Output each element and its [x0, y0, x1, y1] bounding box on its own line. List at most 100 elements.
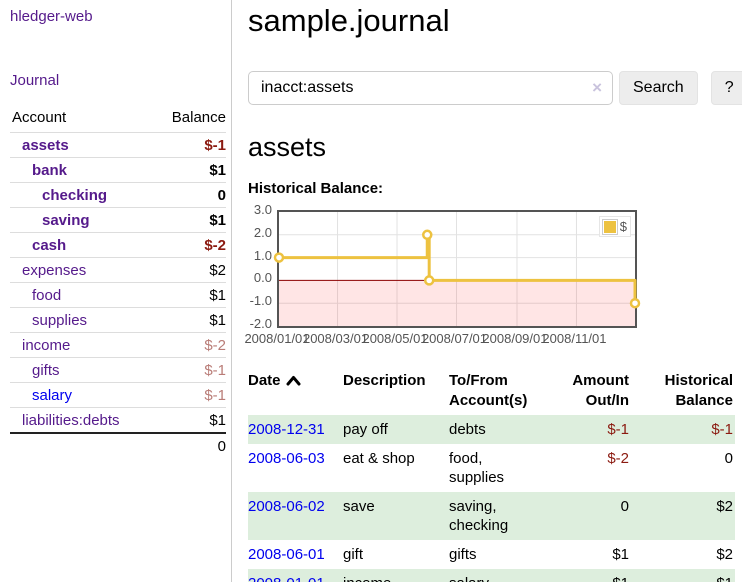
x-tick-label: 2008/01/01	[244, 331, 310, 346]
account-balance: $-1	[204, 361, 226, 379]
register-row: 2008-06-02 save saving, checking 0 $2	[248, 492, 735, 540]
account-balance: $1	[209, 161, 226, 179]
accounts-total-value: 0	[217, 437, 226, 455]
balance-column-header: Balance	[171, 109, 226, 126]
account-link[interactable]: cash	[32, 236, 67, 254]
account-link[interactable]: expenses	[22, 261, 87, 279]
x-tick-label: 2008/09/01	[482, 331, 548, 346]
chart-svg	[273, 212, 641, 326]
sidebar-item-journal[interactable]: Journal	[10, 72, 60, 89]
account-row: income $-2	[10, 332, 226, 357]
account-row: gifts $-1	[10, 357, 226, 382]
x-tick-label: 2008/03/01	[302, 331, 369, 346]
account-link[interactable]: income	[22, 336, 71, 354]
balance-column-header: Historical Balance	[664, 372, 733, 409]
accounts-table: Account Balance assets $-1 bank $1 check…	[10, 106, 226, 458]
date-column-header[interactable]: Date	[248, 368, 343, 415]
account-balance: $1	[209, 286, 226, 304]
account-heading: assets	[248, 132, 327, 162]
register-amount: $1	[549, 569, 637, 582]
register-amount: $1	[612, 546, 629, 563]
main-content: sample.journal × Search ? assets Histori…	[244, 0, 742, 582]
register-accounts: food, supplies	[449, 450, 505, 486]
account-row: cash $-2	[10, 232, 226, 257]
account-row: assets $-1	[10, 132, 226, 157]
account-link[interactable]: assets	[22, 136, 69, 154]
account-row: salary $-1	[10, 382, 226, 407]
legend-label: $	[619, 219, 627, 234]
account-link[interactable]: saving	[42, 211, 90, 229]
register-accounts: saving, checking	[449, 492, 549, 540]
register-balance: $2	[716, 546, 733, 563]
y-tick-label: 0.0	[253, 270, 272, 286]
account-link[interactable]: gifts	[32, 361, 60, 379]
account-link[interactable]: supplies	[32, 311, 88, 329]
register-accounts: gifts	[449, 546, 477, 563]
y-tick-label: -1.0	[249, 293, 272, 309]
description-column-header: Description	[343, 372, 426, 389]
register-row: 2008-06-03 eat & shop food, supplies $-2…	[248, 444, 735, 492]
chart-title: Historical Balance:	[248, 180, 384, 197]
register-description: pay off	[343, 415, 449, 444]
register-balance: 0	[724, 450, 733, 467]
accounts-total-row: 0	[10, 432, 226, 458]
date-header-label: Date	[248, 372, 281, 389]
register-amount: $-1	[549, 415, 637, 444]
account-balance: $1	[209, 411, 226, 429]
account-link[interactable]: salary	[32, 386, 73, 404]
register-date-link[interactable]: 2008-06-02	[248, 498, 325, 515]
account-column-header: Account	[12, 109, 67, 126]
x-tick-label: 2008/05/01	[362, 331, 428, 346]
register-description: save	[343, 492, 449, 540]
y-tick-label: -2.0	[249, 316, 272, 331]
account-row: supplies $1	[10, 307, 226, 332]
search-button[interactable]: Search	[619, 71, 698, 105]
register-accounts: debts	[449, 415, 549, 444]
account-link[interactable]: checking	[42, 186, 108, 204]
account-balance: $2	[209, 261, 226, 279]
account-row: bank $1	[10, 157, 226, 182]
register-balance: $1	[637, 569, 735, 582]
account-balance: 0	[217, 186, 226, 204]
search-input-wrap: ×	[248, 71, 613, 105]
register-date-link[interactable]: 2008-06-01	[248, 546, 325, 563]
account-balance: $-1	[204, 136, 226, 154]
register-table: Date Description To/From Account(s) Amou…	[248, 368, 735, 582]
y-tick-label: 2.0	[253, 224, 272, 240]
account-row: checking 0	[10, 182, 226, 207]
legend-swatch	[601, 218, 618, 235]
y-tick-label: 1.0	[253, 247, 272, 263]
clear-search-icon[interactable]: ×	[592, 78, 602, 97]
sort-ascending-icon	[286, 376, 301, 386]
account-link[interactable]: liabilities:debts	[22, 411, 120, 429]
x-tick-label: 2008/07/01	[421, 331, 488, 346]
register-amount: $-2	[607, 450, 629, 467]
account-balance: $-2	[204, 336, 226, 354]
app-brand-link[interactable]: hledger-web	[10, 8, 93, 25]
help-button[interactable]: ?	[710, 71, 742, 105]
register-date-link[interactable]: 2008-01-01	[248, 575, 325, 582]
account-link[interactable]: food	[32, 286, 62, 304]
register-header-row: Date Description To/From Account(s) Amou…	[248, 368, 735, 415]
register-balance: $-1	[637, 415, 735, 444]
register-description: eat & shop	[343, 450, 415, 467]
accounts-table-header: Account Balance	[10, 106, 226, 132]
register-date-link[interactable]: 2008-12-31	[248, 421, 325, 438]
historical-balance-chart: 3.0 2.0 1.0 0.0 -1.0 -2.0 $ 2008/01/01 2008/03…	[244, 202, 742, 349]
chart-plot[interactable]: $	[273, 210, 641, 328]
search-input[interactable]	[248, 71, 613, 105]
account-row: expenses $2	[10, 257, 226, 282]
register-description: income	[343, 569, 449, 582]
register-accounts: salary	[449, 569, 549, 582]
page-title: sample.journal	[248, 3, 450, 38]
accounts-column-header: To/From Account(s)	[449, 372, 528, 409]
account-balance: $1	[209, 311, 226, 329]
amount-column-header: Amount Out/In	[572, 372, 629, 409]
search-form: × Search ?	[248, 70, 742, 106]
account-link[interactable]: bank	[32, 161, 68, 179]
register-description: gift	[343, 546, 364, 563]
register-table-body: 2008-12-31 pay off debts $-1 $-1 2008-06…	[248, 415, 735, 582]
sidebar: hledger-web Journal Account Balance asse…	[0, 0, 232, 582]
register-date-link[interactable]: 2008-06-03	[248, 450, 325, 467]
